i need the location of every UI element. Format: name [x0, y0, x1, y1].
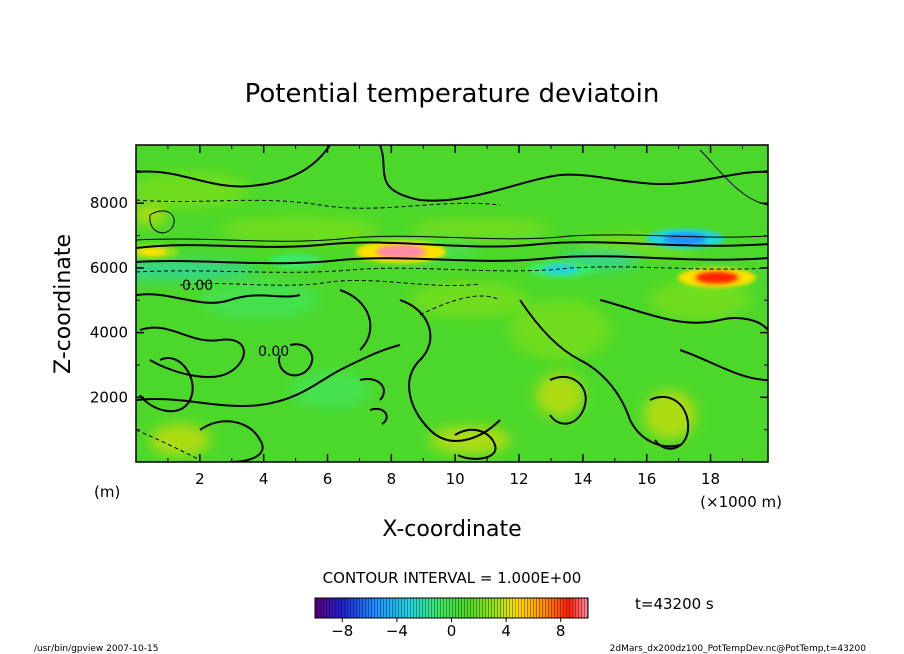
x-tick-label: 16	[637, 470, 656, 488]
plot-area: 0.00 0.00	[136, 145, 768, 462]
x-tick-label: 12	[509, 470, 528, 488]
x-tick-label: 14	[573, 470, 592, 488]
x-tick-label: 8	[387, 470, 397, 488]
contour-lines	[136, 145, 768, 462]
x-tick-label: 6	[323, 470, 333, 488]
footer-left: /usr/bin/gpview 2007-10-15	[34, 644, 158, 654]
field-patch	[290, 370, 370, 410]
x-axis-unit: (×1000 m)	[700, 493, 782, 511]
y-axis-ticks: 2000 4000 6000 8000	[90, 170, 768, 431]
y-tick-label: 4000	[90, 324, 128, 342]
footer-right: 2dMars_dx200dz100_PotTempDev.nc@PotTemp,…	[610, 644, 867, 654]
field-patch	[430, 426, 510, 454]
colorbar-tick-label: 4	[501, 622, 511, 640]
field-patches	[136, 172, 750, 456]
field-patch	[150, 424, 210, 456]
field-patch	[644, 391, 696, 439]
colorbar-tick-label: −8	[331, 622, 353, 640]
y-axis-unit: (m)	[94, 483, 120, 501]
x-tick-label: 2	[195, 470, 205, 488]
field-patch	[220, 216, 380, 244]
x-axis-ticks: 2 4 6 8 10 12 14 16 18	[167, 145, 743, 488]
field-patch	[650, 280, 750, 320]
colorbar-tick-label: −4	[386, 622, 408, 640]
y-tick-label: 8000	[90, 194, 128, 212]
field-patch	[136, 172, 250, 208]
chart-title: Potential temperature deviatoin	[245, 79, 660, 109]
x-axis-title: X-coordinate	[382, 517, 521, 542]
field-patch	[536, 373, 584, 417]
contour-label-2: 0.00	[258, 344, 289, 360]
plot-frame	[135, 144, 769, 463]
time-label: t=43200 s	[635, 595, 714, 613]
anomaly-core	[137, 247, 167, 257]
y-tick-label: 6000	[90, 259, 128, 277]
y-axis-title: Z-coordinate	[51, 234, 76, 374]
field-patch	[410, 282, 530, 318]
colorbar-tick-label: 8	[556, 622, 566, 640]
contour-interval-text: CONTOUR INTERVAL = 1.000E+00	[323, 569, 582, 587]
field-patch	[410, 218, 550, 242]
field-patch	[136, 260, 260, 280]
y-tick-label: 2000	[90, 388, 128, 406]
anomaly-core	[663, 232, 707, 245]
anomaly-core	[695, 271, 739, 284]
x-tick-label: 4	[259, 470, 269, 488]
field-patch	[510, 300, 610, 360]
colorbar-stripes	[315, 598, 588, 618]
colorbar-tick-label: 0	[447, 622, 457, 640]
anomaly-core	[542, 264, 579, 275]
anomaly-core	[376, 244, 426, 259]
x-tick-label: 18	[701, 470, 720, 488]
contour-label-1: 0.00	[182, 278, 213, 294]
x-tick-label: 10	[446, 470, 465, 488]
anomaly-core	[280, 257, 311, 266]
colorbar: −8 −4 0 4 8	[314, 597, 589, 640]
field-patch	[136, 205, 166, 225]
field-patch	[200, 280, 320, 320]
colorbar-ticks: −8 −4 0 4 8	[331, 618, 565, 640]
